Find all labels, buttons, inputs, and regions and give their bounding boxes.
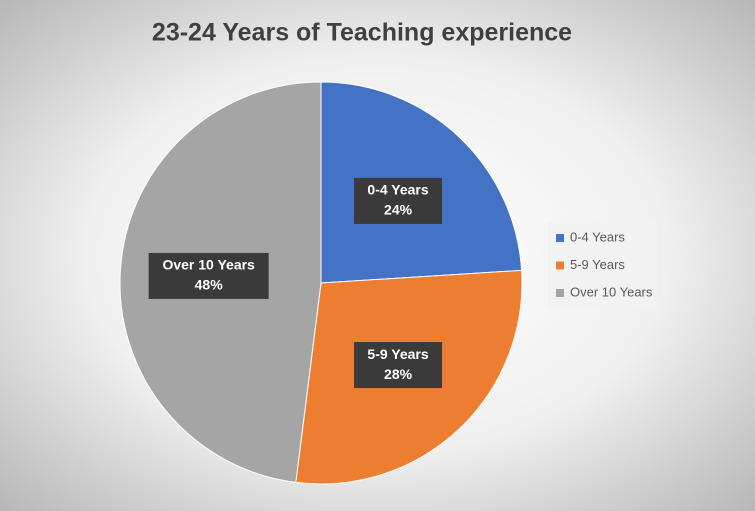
data-label-category: 5-9 Years <box>367 346 428 362</box>
legend-label: Over 10 Years <box>570 284 653 299</box>
data-label-box <box>148 252 269 299</box>
data-label-value: 48% <box>195 277 224 293</box>
legend-box <box>548 222 657 308</box>
legend-label: 5-9 Years <box>570 257 625 272</box>
data-label-box <box>354 342 443 389</box>
legend-swatch <box>556 234 564 242</box>
data-label-value: 24% <box>384 202 413 218</box>
chart-title: 23-24 Years of Teaching experience <box>152 19 572 47</box>
legend-swatch <box>556 289 564 297</box>
legend-swatch <box>556 261 564 270</box>
data-label-category: Over 10 Years <box>162 257 255 273</box>
data-label-category: 0-4 Years <box>367 182 428 198</box>
legend-label: 0-4 Years <box>570 229 625 244</box>
data-label-box <box>354 177 443 224</box>
data-label-value: 28% <box>384 366 413 382</box>
